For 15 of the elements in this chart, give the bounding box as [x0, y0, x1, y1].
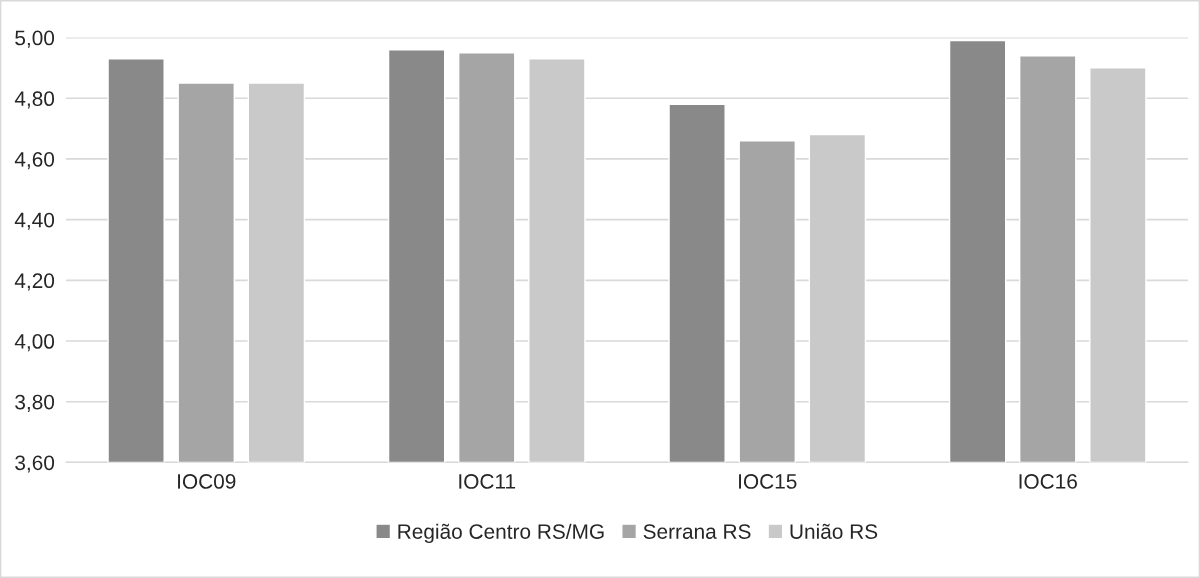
y-tick-label: 5,00: [15, 30, 55, 48]
x-tick-label: IOC11: [459, 474, 516, 489]
y-tick-label: 4,40: [14, 212, 55, 230]
y-tick-label: 4,20: [14, 273, 55, 291]
legend-label: Região Centro RS/MG: [398, 523, 604, 544]
x-tick-label: IOC09: [178, 474, 236, 489]
y-tick-label: 3,80: [15, 394, 55, 412]
y-tick-label: 3,60: [15, 455, 55, 473]
x-tick-label: IOC16: [1019, 474, 1077, 489]
x-tick-label: IOC15: [739, 474, 797, 489]
legend-label: Serrana RS: [643, 524, 751, 539]
y-tick-label: 4,00: [14, 334, 55, 352]
legend-label: União RS: [790, 523, 878, 539]
y-tick-label: 4,60: [14, 151, 55, 170]
y-tick-label: 4,80: [14, 91, 55, 109]
